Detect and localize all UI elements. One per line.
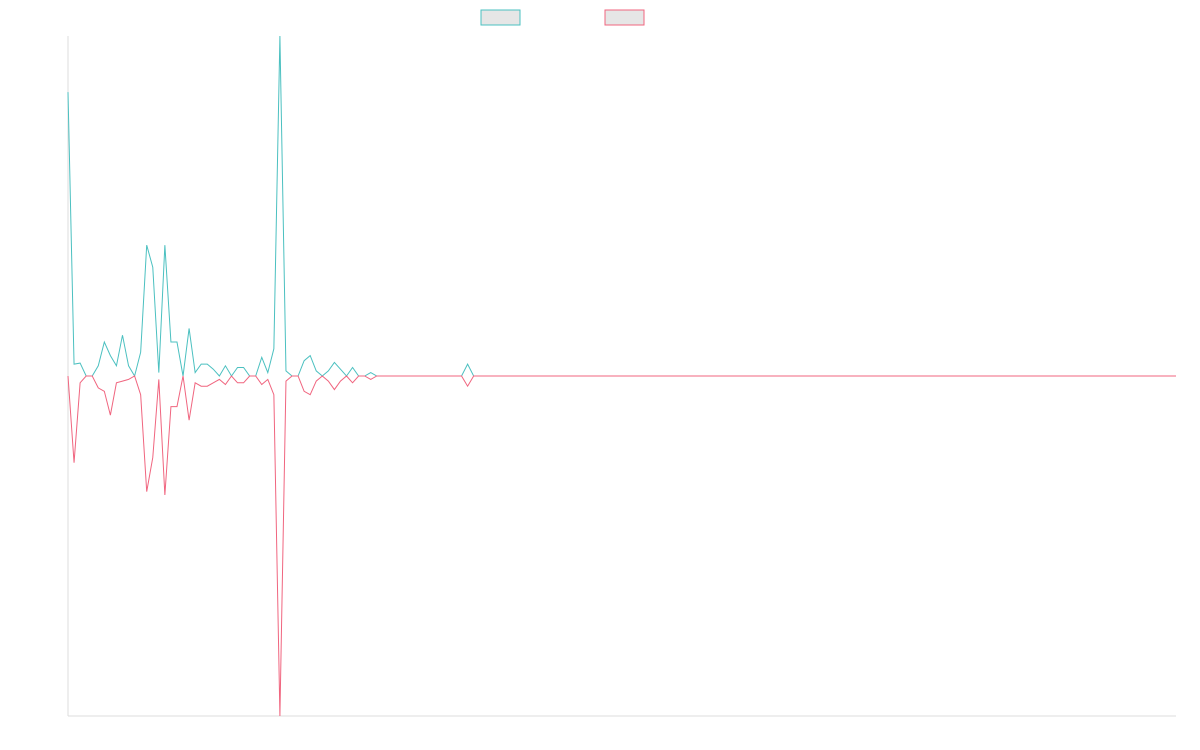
series-line-1 [67,35,1176,378]
legend-swatch-2[interactable] [604,9,645,26]
series-line-2 [67,375,1176,717]
series-layer [67,35,1176,717]
legend-swatch-1[interactable] [480,9,521,26]
legend [480,9,645,26]
